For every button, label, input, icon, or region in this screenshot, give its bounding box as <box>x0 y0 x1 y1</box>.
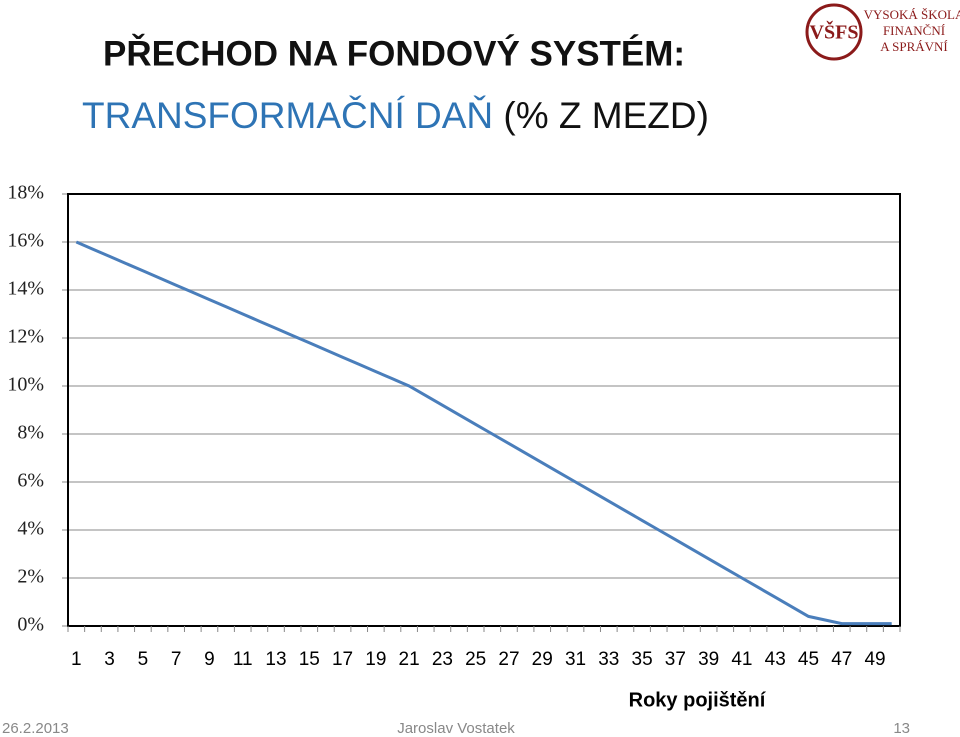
x-tick-label: 43 <box>765 649 786 670</box>
footer-author: Jaroslav Vostatek <box>397 720 515 737</box>
y-tick-label: 0% <box>17 614 44 636</box>
logo-mark: VŠFS <box>810 20 859 44</box>
slide-subtitle: TRANSFORMAČNÍ DAŇ (% Z MEZD) <box>82 95 709 136</box>
x-tick-label: 11 <box>233 649 253 670</box>
x-tick-label: 1 <box>71 649 82 670</box>
x-tick-label: 15 <box>299 649 320 670</box>
x-tick-label: 25 <box>465 649 486 670</box>
x-tick-label: 35 <box>632 649 653 670</box>
y-tick-label: 8% <box>17 422 44 444</box>
y-tick-label: 14% <box>7 278 44 300</box>
y-tick-label: 4% <box>17 518 44 540</box>
x-tick-label: 23 <box>432 649 453 670</box>
x-tick-label: 3 <box>104 649 115 670</box>
y-tick-label: 12% <box>7 326 44 348</box>
x-tick-label: 47 <box>831 649 852 670</box>
x-tick-label: 5 <box>138 649 149 670</box>
x-tick-label: 19 <box>365 649 386 670</box>
footer-date: 26.2.2013 <box>2 720 69 737</box>
x-tick-label: 49 <box>864 649 885 670</box>
logo-text: VYSOKÁ ŠKOLA <box>864 7 960 22</box>
logo-ring <box>805 3 863 61</box>
y-tick-label: 6% <box>17 470 44 492</box>
x-tick-label: 7 <box>171 649 182 670</box>
logo-text: A SPRÁVNÍ <box>880 39 948 54</box>
x-tick-label: 9 <box>204 649 215 670</box>
y-tick-label: 18% <box>7 182 44 204</box>
subtitle-rest: (% Z MEZD) <box>493 95 709 136</box>
x-tick-label: 31 <box>565 649 586 670</box>
x-tick-label: 21 <box>399 649 420 670</box>
plot-border <box>67 193 901 627</box>
footer-page: 13 <box>893 720 910 737</box>
x-tick-label: 27 <box>498 649 519 670</box>
x-axis-title: Roky pojištění <box>629 689 767 711</box>
x-tick-label: 39 <box>698 649 719 670</box>
x-tick-label: 29 <box>532 649 553 670</box>
x-tick-label: 17 <box>332 649 353 670</box>
y-tick-label: 10% <box>7 374 44 396</box>
x-tick-label: 33 <box>598 649 619 670</box>
slide-title: PŘECHOD NA FONDOVÝ SYSTÉM: <box>103 33 685 73</box>
subtitle-colored: TRANSFORMAČNÍ DAŇ <box>82 95 493 136</box>
x-tick-label: 13 <box>265 649 286 670</box>
data-line <box>75 240 892 626</box>
x-tick-label: 45 <box>798 649 819 670</box>
x-tick-label: 37 <box>665 649 686 670</box>
y-tick-label: 16% <box>7 230 44 252</box>
logo-text: FINANČNÍ <box>883 23 945 38</box>
x-tick-label: 41 <box>731 649 752 670</box>
y-tick-label: 2% <box>17 566 44 588</box>
